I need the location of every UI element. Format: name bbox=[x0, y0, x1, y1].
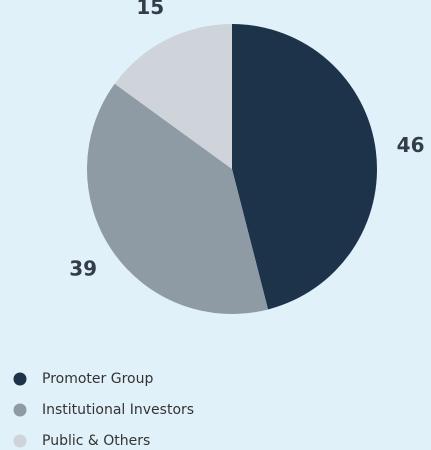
pie-slice bbox=[114, 24, 232, 169]
data-label: 46 bbox=[397, 133, 425, 157]
legend-label: Promoter Group bbox=[42, 371, 153, 387]
pie-slice bbox=[87, 83, 269, 314]
data-label: 39 bbox=[69, 257, 97, 281]
legend-label: Public & Others bbox=[42, 433, 150, 449]
data-label: 15 bbox=[136, 0, 164, 19]
legend-swatch bbox=[13, 372, 27, 386]
legend-swatch bbox=[13, 403, 27, 417]
legend-label: Institutional Investors bbox=[42, 402, 194, 418]
pie-slice bbox=[232, 23, 378, 310]
legend-swatch bbox=[13, 434, 27, 448]
